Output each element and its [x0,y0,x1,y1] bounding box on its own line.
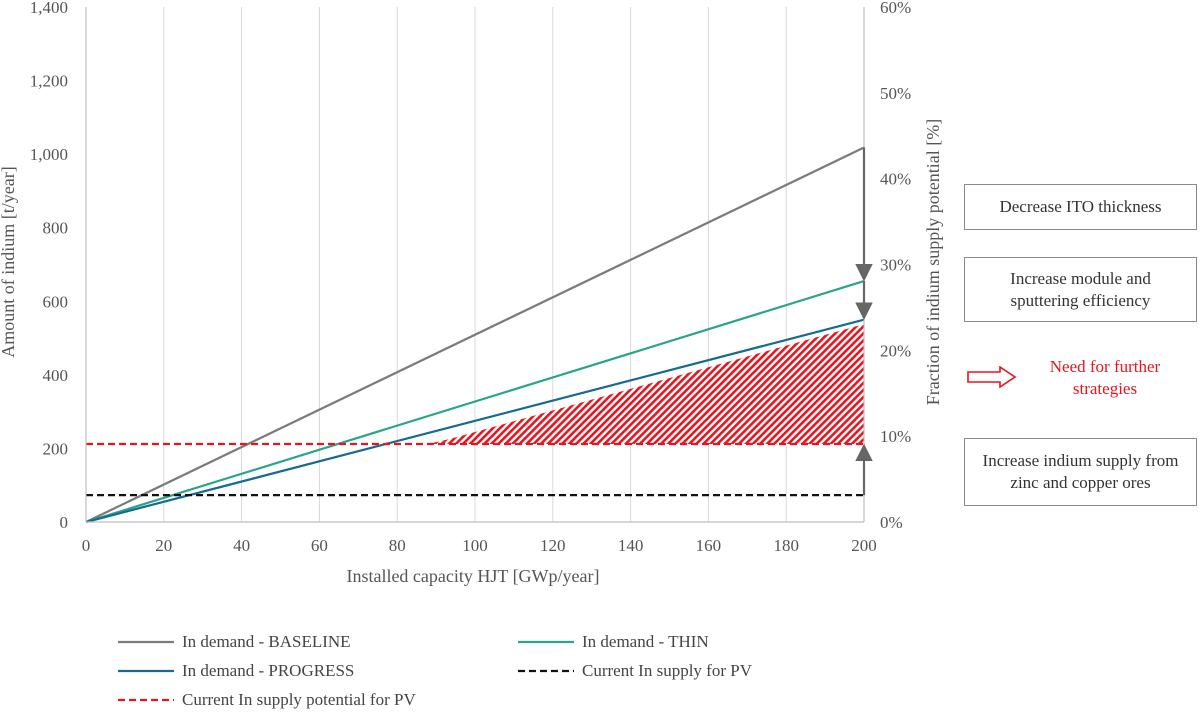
legend-label: Current In supply potential for PV [182,690,416,709]
x-tick-label: 100 [462,536,488,555]
x-tick-label: 80 [389,536,406,555]
x-tick-label: 20 [155,536,172,555]
legend-label: In demand - BASELINE [182,632,351,651]
hatched-region [428,324,864,445]
y2-tick-label: 60% [880,0,911,17]
series-line-2 [85,318,865,524]
series-line-1 [85,280,865,524]
y-tick-label: 400 [43,366,69,385]
x-tick-label: 180 [773,536,799,555]
y2-tick-label: 0% [880,513,903,532]
y-tick-label: 200 [43,439,69,458]
legend-label: Current In supply for PV [582,661,753,680]
x-tick-label: 40 [233,536,250,555]
y2-tick-label: 50% [880,84,911,103]
y-tick-label: 0 [60,513,69,532]
tick-labels: 0 20 40 60 80 100 120 140 160 180 200 0 200 400 600 800… [30,0,911,555]
y2-tick-label: 40% [880,170,911,189]
series-line-0 [85,146,865,523]
grid-lines [163,7,787,522]
y-tick-label: 800 [43,219,69,238]
x-tick-label: 120 [540,536,566,555]
x-tick-label: 60 [311,536,328,555]
y-tick-label: 1,400 [30,0,68,17]
need-further-strategies-text: Need for further strategies [1049,357,1161,398]
y2-tick-label: 10% [880,427,911,446]
x-axis-title: Installed capacity HJT [GWp/year] [346,566,599,586]
y2-tick-label: 20% [880,341,911,360]
box-increase-efficiency: Increase module and sputtering efficienc… [964,257,1197,322]
red-arrow-icon [967,366,1017,388]
y2-tick-label: 30% [880,256,911,275]
box-increase-supply: Increase indium supply from zinc and cop… [964,438,1197,506]
legend-label: In demand - PROGRESS [182,661,354,680]
x-tick-label: 0 [82,536,91,555]
x-tick-label: 200 [851,536,877,555]
series-lines [85,146,865,524]
x-tick-label: 160 [696,536,722,555]
y2-axis-title: Fraction of indium supply potential [%] [923,119,943,405]
y-tick-label: 1,000 [30,145,68,164]
legend-label: In demand - THIN [582,632,709,651]
legend: In demand - BASELINE In demand - THIN In d… [118,632,753,709]
box-decrease-ito: Decrease ITO thickness [964,184,1197,230]
hatched-area [428,324,864,445]
y-axis-title: Amount of indium [t/year] [0,166,18,357]
y-tick-label: 600 [43,292,69,311]
y-tick-label: 1,200 [30,72,68,91]
x-tick-label: 140 [618,536,644,555]
